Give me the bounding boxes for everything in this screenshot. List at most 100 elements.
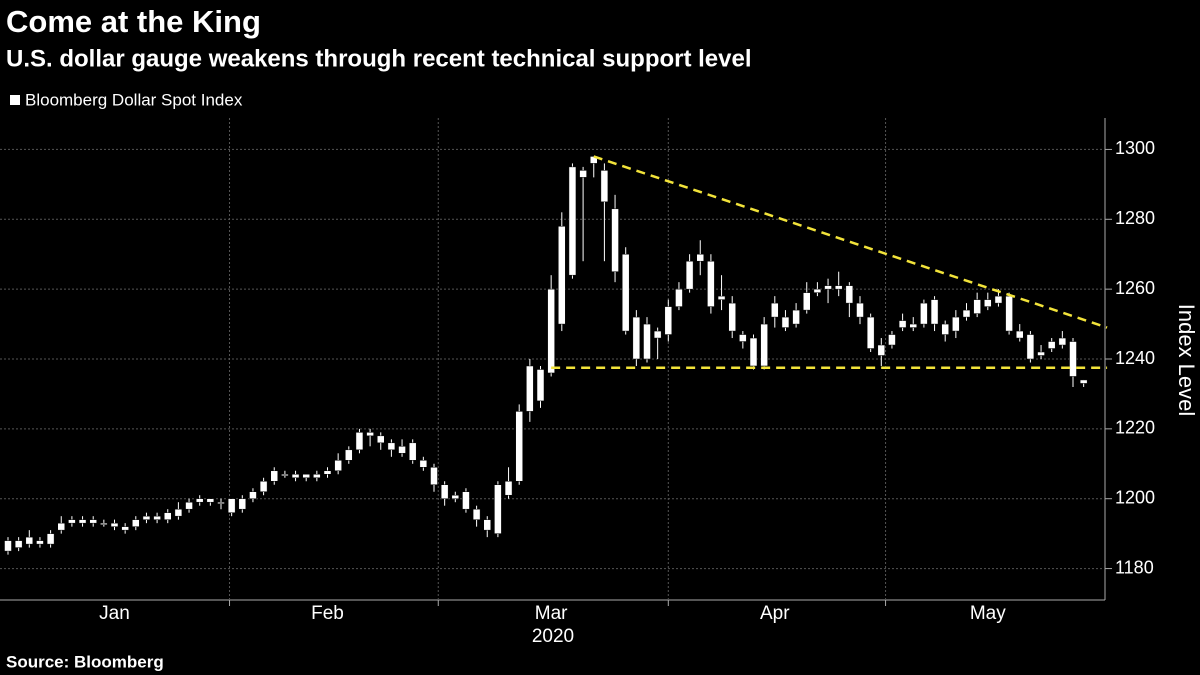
candle-body bbox=[739, 334, 747, 342]
candle-body bbox=[994, 295, 1003, 304]
candle-body bbox=[57, 522, 65, 531]
chart-title: Come at the King bbox=[6, 4, 261, 39]
candle-body bbox=[1058, 337, 1067, 346]
candle-body bbox=[1069, 341, 1077, 377]
candle-body bbox=[483, 519, 491, 531]
candle-body bbox=[270, 470, 278, 482]
chart-subtitle: U.S. dollar gauge weakens through recent… bbox=[6, 45, 752, 72]
y-tick-label: 1280 bbox=[1115, 208, 1155, 228]
y-tick-label: 1240 bbox=[1115, 348, 1155, 368]
candle-body bbox=[547, 288, 555, 374]
candle-body bbox=[68, 519, 76, 524]
candle-body bbox=[909, 323, 917, 328]
candle-body bbox=[675, 288, 683, 307]
candle-body bbox=[568, 166, 577, 276]
candle-body bbox=[834, 285, 843, 290]
candle-body bbox=[760, 323, 768, 367]
candle-body bbox=[227, 498, 236, 513]
x-tick-label: Mar bbox=[535, 603, 568, 624]
candle-body bbox=[962, 309, 971, 318]
candle-body bbox=[653, 330, 662, 339]
candle-body bbox=[132, 519, 140, 527]
candle-body bbox=[302, 474, 310, 479]
candle-body bbox=[110, 522, 119, 527]
candle-body bbox=[952, 316, 960, 332]
candle-body bbox=[217, 501, 225, 504]
candle-body bbox=[866, 316, 875, 349]
candle-body bbox=[984, 299, 992, 307]
y-tick-label: 1180 bbox=[1115, 557, 1154, 577]
candle-body bbox=[153, 515, 161, 520]
candle-body bbox=[451, 494, 460, 499]
legend-label: Bloomberg Dollar Spot Index bbox=[25, 90, 243, 109]
candle-body bbox=[771, 302, 779, 318]
x-tick-label: May bbox=[970, 603, 1006, 624]
candle-body bbox=[888, 334, 896, 346]
candle-body bbox=[515, 411, 523, 482]
candle-body bbox=[89, 519, 97, 524]
candle-body bbox=[4, 540, 12, 552]
candle-body bbox=[174, 508, 183, 517]
candle-body bbox=[1047, 341, 1056, 349]
candle-body bbox=[1037, 351, 1045, 356]
candle-body bbox=[611, 208, 619, 272]
candle-body bbox=[621, 253, 630, 332]
candle-body bbox=[728, 302, 736, 332]
candle-body bbox=[313, 474, 321, 479]
candle-body bbox=[121, 526, 129, 531]
candle-body bbox=[14, 540, 23, 548]
candle-body bbox=[398, 446, 406, 454]
candle-body bbox=[291, 474, 300, 479]
candle-body bbox=[558, 226, 566, 325]
candle-body bbox=[685, 260, 694, 290]
candle-body bbox=[717, 295, 726, 300]
candle-body bbox=[78, 519, 87, 524]
candle-body bbox=[494, 484, 502, 534]
candle-body bbox=[536, 369, 545, 402]
candle-body bbox=[696, 253, 704, 262]
candle-body bbox=[664, 306, 673, 335]
candle-body bbox=[430, 467, 438, 485]
candle-body bbox=[259, 480, 268, 492]
candle-body bbox=[526, 365, 534, 412]
candle-body bbox=[504, 480, 513, 496]
candle-body bbox=[973, 299, 981, 314]
candle-body bbox=[1079, 379, 1088, 384]
candle-body bbox=[100, 522, 108, 525]
candle-body bbox=[600, 170, 609, 203]
candle-body bbox=[1016, 330, 1024, 339]
candle-body bbox=[803, 292, 811, 311]
candle-body bbox=[249, 491, 257, 499]
candle-body bbox=[643, 323, 651, 360]
candle-body bbox=[1026, 334, 1035, 360]
candle-body bbox=[749, 337, 758, 367]
candle-body bbox=[941, 323, 949, 335]
trend-line bbox=[593, 155, 1108, 329]
candle-body bbox=[824, 285, 832, 290]
candle-body bbox=[206, 498, 215, 503]
candle-body bbox=[377, 435, 385, 444]
candle-body bbox=[472, 508, 481, 520]
candle-body bbox=[579, 170, 587, 178]
candle-body bbox=[25, 536, 34, 545]
source: Source: Bloomberg bbox=[6, 652, 164, 671]
candle-body bbox=[1005, 295, 1013, 332]
legend-swatch bbox=[10, 95, 20, 105]
candle-body bbox=[781, 316, 790, 328]
candle-body bbox=[930, 299, 939, 325]
candle-body bbox=[345, 449, 353, 461]
candle-body bbox=[164, 512, 172, 520]
candle-body bbox=[36, 540, 44, 545]
candle-body bbox=[366, 432, 374, 437]
y-tick-label: 1260 bbox=[1115, 278, 1155, 298]
candle-body bbox=[632, 316, 641, 360]
year-label: 2020 bbox=[532, 626, 574, 647]
candle-body bbox=[238, 498, 247, 510]
candle-body bbox=[920, 302, 928, 325]
candle-body bbox=[281, 474, 289, 477]
candle-body bbox=[707, 260, 715, 307]
candle-body bbox=[355, 432, 364, 451]
candle-body bbox=[334, 460, 342, 472]
candle-body bbox=[46, 533, 55, 545]
